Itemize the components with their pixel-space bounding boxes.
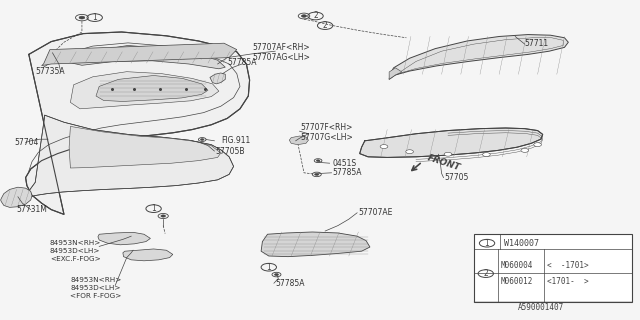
Polygon shape: [96, 76, 208, 101]
Text: A590001407: A590001407: [518, 303, 564, 312]
Text: 1: 1: [151, 204, 156, 213]
Text: <FOR F-FOG>: <FOR F-FOG>: [70, 293, 122, 299]
Text: 57704: 57704: [14, 138, 38, 147]
Text: 57785A: 57785A: [275, 279, 305, 288]
Circle shape: [483, 153, 490, 156]
Text: 2: 2: [483, 269, 488, 278]
Circle shape: [444, 152, 452, 156]
Text: <EXC.F-FOG>: <EXC.F-FOG>: [50, 256, 100, 262]
Text: 84953N<RH>: 84953N<RH>: [70, 277, 122, 283]
Circle shape: [380, 145, 388, 148]
Text: FIG.911: FIG.911: [221, 136, 250, 145]
Text: 57707AF<RH>: 57707AF<RH>: [253, 44, 310, 52]
Circle shape: [316, 160, 320, 162]
Circle shape: [406, 150, 413, 154]
Circle shape: [534, 143, 541, 147]
Text: W140007: W140007: [504, 239, 539, 248]
Text: 57785A: 57785A: [227, 58, 257, 67]
Polygon shape: [389, 35, 568, 79]
Circle shape: [301, 15, 307, 17]
Polygon shape: [42, 43, 237, 66]
Text: 57705: 57705: [445, 173, 469, 182]
Text: 57705B: 57705B: [216, 147, 245, 156]
Text: 0451S: 0451S: [333, 159, 357, 168]
Text: FRONT: FRONT: [426, 154, 461, 173]
Polygon shape: [1, 187, 32, 207]
Polygon shape: [360, 128, 543, 157]
Circle shape: [521, 148, 529, 152]
Polygon shape: [98, 232, 150, 245]
Circle shape: [79, 16, 85, 19]
Text: 57731M: 57731M: [16, 205, 47, 214]
Polygon shape: [70, 72, 219, 109]
Text: 2: 2: [323, 21, 328, 30]
FancyBboxPatch shape: [474, 234, 632, 302]
Text: 84953D<LH>: 84953D<LH>: [70, 285, 121, 291]
Text: 57785A: 57785A: [333, 168, 362, 177]
Text: 84953D<LH>: 84953D<LH>: [50, 248, 100, 254]
Text: 57735A: 57735A: [35, 68, 65, 76]
Polygon shape: [389, 68, 402, 79]
Text: 57707F<RH>: 57707F<RH>: [301, 124, 353, 132]
Polygon shape: [210, 73, 225, 84]
Polygon shape: [70, 45, 225, 69]
Text: 1: 1: [266, 263, 271, 272]
Text: 57711: 57711: [525, 39, 549, 48]
Polygon shape: [28, 115, 234, 197]
Polygon shape: [123, 249, 173, 261]
Text: 1: 1: [92, 13, 97, 22]
Text: 1: 1: [484, 239, 490, 248]
Circle shape: [161, 215, 166, 217]
Polygon shape: [26, 32, 250, 214]
Text: <1701-  >: <1701- >: [547, 277, 588, 286]
Polygon shape: [69, 126, 221, 168]
Text: 57707G<LH>: 57707G<LH>: [301, 133, 353, 142]
Polygon shape: [261, 232, 370, 257]
Text: M060004: M060004: [500, 261, 533, 270]
Circle shape: [315, 173, 319, 175]
Text: M060012: M060012: [500, 277, 533, 286]
Text: 2: 2: [313, 12, 318, 20]
Text: 57707AE: 57707AE: [358, 208, 393, 217]
Circle shape: [200, 139, 204, 140]
Polygon shape: [289, 136, 308, 145]
Text: 57707AG<LH>: 57707AG<LH>: [253, 53, 310, 62]
Text: 84953N<RH>: 84953N<RH>: [50, 240, 101, 246]
Circle shape: [275, 274, 278, 276]
Text: <  -1701>: < -1701>: [547, 261, 588, 270]
